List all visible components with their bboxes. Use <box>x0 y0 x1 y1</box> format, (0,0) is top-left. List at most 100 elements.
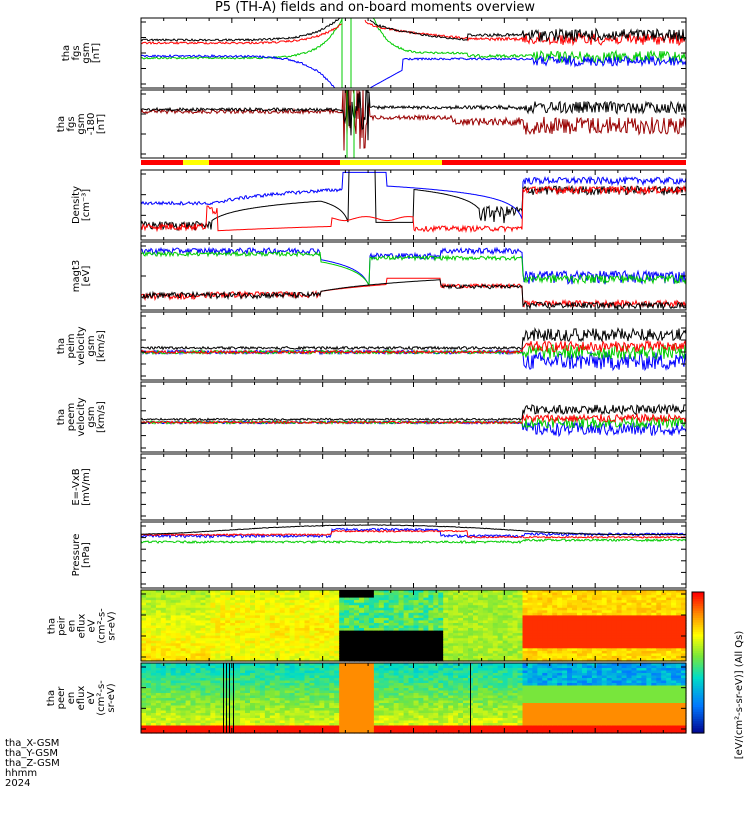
p10-pixel <box>314 700 320 704</box>
p9-pixel <box>596 615 603 619</box>
p9-pixel <box>319 623 325 627</box>
p10-pixel <box>259 698 266 702</box>
p10-pixel <box>329 665 335 669</box>
p9-pixel <box>388 653 395 657</box>
p10-pixel <box>329 685 335 689</box>
p10-pixel <box>403 703 410 707</box>
p9-pixel <box>532 592 538 596</box>
p9-pixel <box>230 628 236 632</box>
p9-pixel <box>517 592 524 596</box>
p10-pixel <box>200 665 207 669</box>
p10-pixel <box>195 703 202 707</box>
p9-pixel <box>482 655 489 659</box>
p9-pixel <box>146 648 152 652</box>
p10-pixel <box>165 728 172 732</box>
p9-pixel <box>349 628 355 632</box>
p9-pixel <box>165 615 172 619</box>
p10-pixel <box>368 665 375 669</box>
p10-pixel <box>339 713 345 717</box>
p10-pixel <box>245 698 251 702</box>
p9-pixel <box>661 635 667 639</box>
p9-pixel <box>141 605 147 609</box>
p10-pixel <box>359 668 365 672</box>
p9-pixel <box>190 625 197 629</box>
p9-pixel <box>631 592 638 596</box>
p9-pixel <box>210 607 216 611</box>
p9-pixel <box>230 625 236 629</box>
p9-pixel <box>537 643 543 647</box>
p10-pixel <box>279 728 286 732</box>
p9-pixel <box>388 633 395 637</box>
p10-pixel <box>289 710 296 714</box>
p10-pixel <box>368 720 375 724</box>
p10-pixel <box>423 713 429 717</box>
p9-pixel <box>641 620 647 624</box>
p10-pixel <box>438 710 444 714</box>
p9-pixel <box>324 600 330 604</box>
p9-pixel <box>433 605 439 609</box>
p9-pixel <box>636 640 643 644</box>
p9-pixel <box>220 610 226 614</box>
p9-pixel <box>393 635 400 639</box>
p10-pixel <box>344 693 350 697</box>
p9-pixel <box>195 635 202 639</box>
p9-pixel <box>636 602 643 606</box>
p10-pixel <box>314 715 320 719</box>
p9-pixel <box>314 635 320 639</box>
p10-pixel <box>448 663 454 667</box>
p10-pixel <box>373 728 380 732</box>
p9-pixel <box>532 628 538 632</box>
p10-pixel <box>170 725 177 729</box>
p10-pixel <box>210 665 216 669</box>
p9-pixel <box>487 645 494 649</box>
p9-pixel <box>477 600 484 604</box>
p9-pixel <box>165 623 172 627</box>
p9-pixel <box>146 605 152 609</box>
p10-pixel <box>210 663 216 667</box>
p10-pixel <box>215 670 221 674</box>
p9-pixel <box>473 592 479 596</box>
p10-pixel <box>329 663 335 667</box>
p9-pixel <box>582 655 588 659</box>
p9-pixel <box>240 653 246 657</box>
p9-pixel <box>676 645 682 649</box>
p9-pixel <box>235 623 241 627</box>
p10-pixel <box>309 663 316 667</box>
p10-pixel <box>477 673 484 677</box>
p9-pixel <box>616 648 623 652</box>
p9-pixel <box>398 645 405 649</box>
p9-pixel <box>572 615 578 619</box>
p9-pixel <box>487 612 494 616</box>
p10-pixel <box>190 700 197 704</box>
p9-pixel <box>562 638 568 642</box>
p9-pixel <box>150 590 157 594</box>
p9-pixel <box>448 620 454 624</box>
p9-pixel <box>502 605 509 609</box>
p9-pixel <box>284 610 291 614</box>
p9-pixel <box>388 595 395 599</box>
p9-pixel <box>250 592 256 596</box>
p10-pixel <box>146 673 152 677</box>
p9-pixel <box>443 612 449 616</box>
p9-pixel <box>453 633 459 637</box>
p10-pixel <box>334 718 340 722</box>
p9-pixel <box>418 612 425 616</box>
p10-pixel <box>304 730 311 734</box>
p10-pixel <box>235 730 241 734</box>
p10-pixel <box>309 718 316 722</box>
p10-pixel <box>279 725 286 729</box>
p9-pixel <box>656 623 662 627</box>
p10-pixel <box>368 715 375 719</box>
p9-pixel <box>651 610 657 614</box>
p10-pixel <box>155 678 162 682</box>
p10-pixel <box>463 718 469 722</box>
p9-pixel <box>309 625 316 629</box>
p10-pixel <box>205 715 211 719</box>
p10-pixel <box>304 688 311 692</box>
p10-pixel <box>314 710 320 714</box>
p9-pixel <box>250 633 256 637</box>
p9-pixel <box>497 617 504 621</box>
p10-pixel <box>269 700 276 704</box>
p9-pixel <box>284 633 291 637</box>
p10-pixel <box>155 663 162 667</box>
